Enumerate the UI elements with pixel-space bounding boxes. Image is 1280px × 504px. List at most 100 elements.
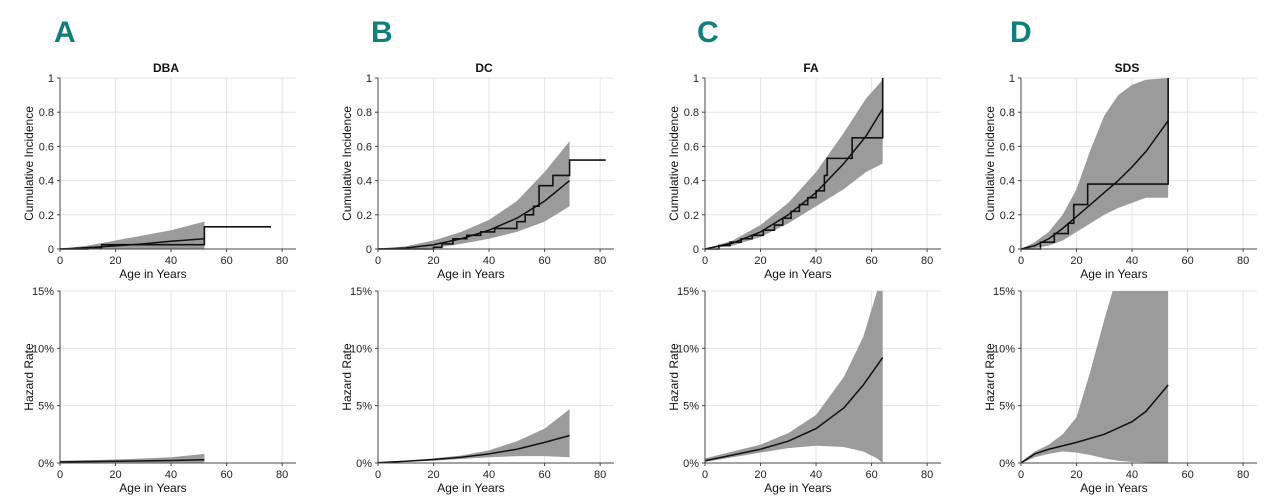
y-tick-label: 0.2 [357, 210, 372, 222]
x-axis-label: Age in Years [764, 481, 831, 495]
x-tick-label: 0 [1018, 255, 1024, 267]
chart-d-incidence: 0 20 40 60 80 0 0.2 0.4 0.6 0.8 1 SDS Age in Years Cu… [983, 61, 1257, 281]
x-tick-label: 20 [427, 469, 439, 481]
y-tick-label: 0 [48, 244, 54, 256]
panel-letter-a: A [54, 16, 76, 49]
x-tick-label: 60 [1181, 255, 1193, 267]
x-tick-label: 80 [594, 469, 606, 481]
y-tick-label: 1 [48, 73, 54, 85]
chart-a-incidence: 0 20 40 60 80 0 0.2 0.4 0.6 0.8 1 DBA Age in Years Cu… [22, 61, 296, 281]
chart-a-hazard: 0 20 40 60 80 0% 5% 10% 15% Age in Years Hazard Ra… [22, 286, 296, 495]
x-tick-label: 40 [810, 255, 822, 267]
y-tick-label: 0% [38, 458, 54, 470]
x-tick-label: 40 [810, 469, 822, 481]
confidence-band [378, 409, 570, 463]
x-axis-label: Age in Years [1080, 481, 1147, 495]
y-tick-label: 0.2 [39, 210, 54, 222]
x-tick-label: 20 [427, 255, 439, 267]
x-axis-label: Age in Years [437, 267, 504, 281]
y-tick-label: 0 [366, 244, 372, 256]
estimate-line [377, 180, 571, 250]
x-tick-label: 60 [865, 255, 877, 267]
x-tick-label: 0 [375, 255, 381, 267]
y-axis-label: Cumulative Incidence [22, 106, 36, 221]
y-tick-label: 0.8 [357, 107, 372, 119]
x-tick-label: 20 [754, 469, 766, 481]
y-tick-label: 0% [999, 458, 1015, 470]
y-tick-label: 0% [683, 458, 699, 470]
chart-b-incidence: 0 20 40 60 80 0 0.2 0.4 0.6 0.8 1 DC Age in Years Cum… [340, 61, 614, 281]
x-tick-label: 40 [483, 469, 495, 481]
y-tick-label: 5% [38, 401, 54, 413]
x-tick-label: 80 [1237, 255, 1249, 267]
x-tick-label: 40 [483, 255, 495, 267]
y-tick-label: 0.4 [39, 176, 54, 188]
x-axis-label: Age in Years [119, 481, 186, 495]
y-tick-label: 0.6 [357, 141, 372, 153]
chart-title: FA [803, 61, 819, 75]
x-tick-label: 40 [165, 469, 177, 481]
chart-c-hazard: 0 20 40 60 80 0% 5% 10% 15% Age in Years Hazard Ra… [667, 286, 941, 495]
x-tick-label: 80 [594, 255, 606, 267]
confidence-band [1021, 291, 1169, 463]
y-tick-label: 0.8 [39, 107, 54, 119]
y-tick-label: 0 [693, 244, 699, 256]
y-tick-label: 15% [350, 286, 372, 298]
y-axis-label: Cumulative Incidence [983, 106, 997, 221]
x-tick-label: 20 [754, 255, 766, 267]
x-tick-label: 80 [276, 255, 288, 267]
x-axis-label: Age in Years [119, 267, 186, 281]
x-tick-label: 60 [538, 255, 550, 267]
y-tick-label: 10% [350, 343, 372, 355]
y-tick-label: 5% [356, 401, 372, 413]
estimate-line [377, 434, 570, 464]
y-tick-label: 1 [693, 73, 699, 85]
y-tick-label: 5% [683, 401, 699, 413]
x-tick-label: 20 [109, 469, 121, 481]
x-tick-label: 80 [276, 469, 288, 481]
y-tick-label: 15% [993, 286, 1015, 298]
x-tick-label: 80 [921, 469, 933, 481]
x-tick-label: 40 [165, 255, 177, 267]
panel-letter-d: D [1010, 16, 1032, 49]
y-axis-label: Hazard Rate [340, 343, 354, 411]
x-tick-label: 0 [702, 469, 708, 481]
confidence-band [705, 79, 883, 250]
confidence-band [378, 141, 570, 249]
x-tick-label: 40 [1126, 469, 1138, 481]
y-tick-label: 0.4 [684, 176, 699, 188]
x-tick-label: 40 [1126, 255, 1138, 267]
y-tick-label: 0.6 [684, 141, 699, 153]
chart-title: DBA [153, 61, 179, 75]
y-tick-label: 0% [356, 458, 372, 470]
x-tick-label: 20 [1070, 469, 1082, 481]
y-tick-label: 0.2 [1000, 210, 1015, 222]
x-tick-label: 0 [375, 469, 381, 481]
y-axis-label: Hazard Rate [22, 343, 36, 411]
x-axis-label: Age in Years [437, 481, 504, 495]
chart-c-incidence: 0 20 40 60 80 0 0.2 0.4 0.6 0.8 1 FA Age in Years Cum… [667, 61, 941, 281]
y-tick-label: 0.6 [39, 141, 54, 153]
y-axis-label: Hazard Rate [983, 343, 997, 411]
y-tick-label: 0.8 [684, 107, 699, 119]
x-tick-label: 0 [57, 255, 63, 267]
y-tick-label: 10% [993, 343, 1015, 355]
x-tick-label: 60 [865, 469, 877, 481]
chart-b-hazard: 0 20 40 60 80 0% 5% 10% 15% Age in Years Hazard Ra… [340, 286, 614, 495]
y-tick-label: 1 [1009, 73, 1015, 85]
x-tick-label: 80 [921, 255, 933, 267]
y-tick-label: 0.4 [1000, 176, 1015, 188]
x-tick-label: 20 [1070, 255, 1082, 267]
estimate-line [59, 237, 205, 250]
estimate-line [704, 357, 884, 462]
x-axis-label: Age in Years [1080, 267, 1147, 281]
y-axis-label: Cumulative Incidence [340, 106, 354, 221]
x-tick-label: 0 [57, 469, 63, 481]
x-tick-label: 60 [1181, 469, 1193, 481]
y-axis-label: Hazard Rate [667, 343, 681, 411]
y-tick-label: 15% [32, 286, 54, 298]
panel-letter-b: B [371, 16, 393, 49]
chart-title: SDS [1115, 61, 1140, 75]
estimate-line [1020, 120, 1169, 250]
